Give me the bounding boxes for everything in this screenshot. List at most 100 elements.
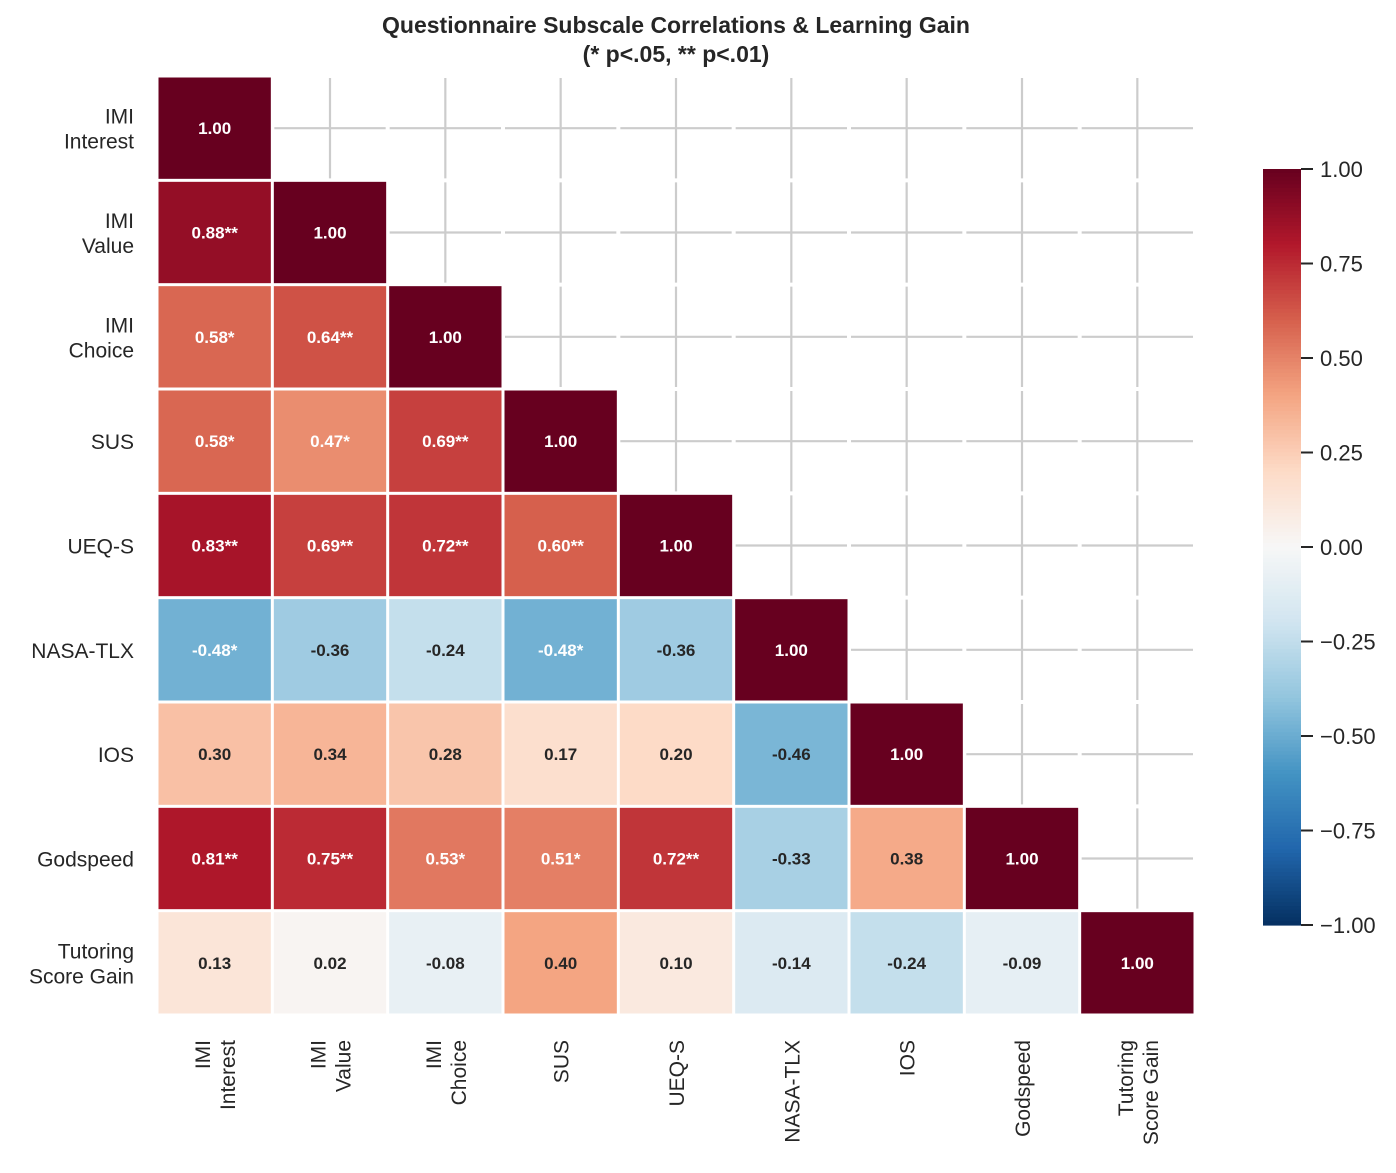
row-label: SUS	[91, 431, 134, 454]
column-label-line: Value	[333, 1040, 356, 1092]
colorbar-segment	[1263, 856, 1301, 862]
cell-annotation: 0.53*	[425, 850, 465, 869]
colorbar-segment	[1263, 543, 1301, 548]
colorbar-segment	[1263, 872, 1301, 877]
colorbar-segment	[1263, 426, 1301, 431]
colorbar-segment	[1263, 429, 1301, 435]
colorbar-segment	[1263, 732, 1301, 737]
colorbar-segment	[1263, 853, 1301, 858]
colorbar-segment	[1263, 660, 1301, 665]
colorbar-segment	[1263, 191, 1301, 197]
cell-annotation: 0.40	[544, 954, 577, 973]
colorbar-tick-label: −0.50	[1320, 724, 1376, 749]
colorbar-segment	[1263, 819, 1301, 824]
colorbar-segment	[1263, 686, 1301, 692]
colorbar-segment	[1263, 358, 1301, 363]
cell-annotation: 0.64**	[307, 328, 354, 347]
row-label: IMI Interest	[64, 106, 134, 154]
heatmap-cell	[273, 286, 387, 388]
heatmap-cell	[273, 599, 387, 701]
colorbar-segment	[1263, 176, 1301, 181]
colorbar-segment	[1263, 361, 1301, 367]
colorbar-segment	[1263, 180, 1301, 185]
colorbar-segment	[1263, 898, 1301, 903]
colorbar-segment	[1263, 342, 1301, 348]
colorbar-segment	[1263, 637, 1301, 643]
column-label: IMI Choice	[423, 1040, 471, 1105]
colorbar-segment	[1263, 649, 1301, 654]
heatmap-cell	[504, 599, 617, 701]
cell-annotation: 0.28	[429, 745, 462, 764]
colorbar-segment	[1263, 535, 1301, 541]
heatmap-cell	[735, 807, 848, 910]
cell-annotation: 0.47*	[310, 432, 350, 451]
heatmap-cell	[965, 912, 1079, 1014]
heatmap-cell	[158, 807, 271, 910]
colorbar-segment	[1263, 422, 1301, 427]
heatmap-cell	[158, 599, 271, 701]
colorbar-segment	[1263, 887, 1301, 892]
colorbar-segment	[1263, 395, 1301, 401]
colorbar-segment	[1263, 879, 1301, 885]
colorbar-segment	[1263, 210, 1301, 215]
heatmap-cell	[389, 286, 502, 388]
cell-annotation: 1.00	[890, 745, 923, 764]
colorbar-segment	[1263, 463, 1301, 469]
row-label: NASA-TLX	[31, 640, 134, 663]
chart-subtitle: (* p<.05, ** p<.01)	[583, 41, 770, 67]
colorbar-segment	[1263, 486, 1301, 491]
colorbar-segment	[1263, 320, 1301, 325]
cell-annotation: 0.02	[313, 954, 346, 973]
colorbar-segment	[1263, 868, 1301, 873]
cell-annotation: 0.81**	[192, 850, 239, 869]
colorbar-segment	[1263, 860, 1301, 866]
column-label-line: Godspeed	[1012, 1040, 1035, 1137]
colorbar-segment	[1263, 781, 1301, 786]
colorbar-segment	[1263, 437, 1301, 442]
heatmap-cell	[273, 807, 387, 910]
colorbar-tick-label: −0.75	[1320, 819, 1376, 844]
colorbar-segment	[1263, 214, 1301, 219]
colorbar-segment	[1263, 615, 1301, 620]
colorbar-segment	[1263, 475, 1301, 480]
column-label: Tutoring Score Gain	[1115, 1040, 1163, 1145]
heatmap-cell	[619, 703, 733, 805]
colorbar-segment	[1263, 849, 1301, 854]
cell-annotation: 0.58*	[195, 328, 235, 347]
colorbar-segment	[1263, 233, 1301, 238]
column-label: Godspeed	[1012, 1040, 1035, 1137]
colorbar-segment	[1263, 547, 1301, 552]
colorbar-segment	[1263, 392, 1301, 397]
column-labels: IMI Interest IMI Value IMI Choice SUS UEQ-S NASA…	[192, 1040, 1163, 1145]
colorbar-segment	[1263, 811, 1301, 816]
colorbar-segment	[1263, 305, 1301, 310]
cell-annotation: -0.46	[772, 745, 811, 764]
colorbar-segment	[1263, 773, 1301, 779]
cell-annotation: 0.83**	[192, 537, 239, 556]
column-label: UEQ-S	[666, 1040, 689, 1107]
colorbar-segment	[1263, 237, 1301, 242]
column-label-line: Choice	[448, 1040, 471, 1105]
colorbar-segment	[1263, 675, 1301, 680]
colorbar-segment	[1263, 554, 1301, 559]
colorbar-tick-label: 0.50	[1320, 346, 1363, 371]
colorbar-segment	[1263, 293, 1301, 299]
colorbar-segment	[1263, 252, 1301, 257]
colorbar-segment	[1263, 622, 1301, 627]
cell-annotation: 0.10	[659, 954, 692, 973]
cell-annotation: 0.58*	[195, 432, 235, 451]
colorbar-segment	[1263, 301, 1301, 306]
colorbar-segment	[1263, 354, 1301, 359]
colorbar-segment	[1263, 736, 1301, 741]
colorbar-segment	[1263, 456, 1301, 461]
colorbar-segment	[1263, 777, 1301, 782]
colorbar-segment	[1263, 516, 1301, 522]
colorbar-segment	[1263, 864, 1301, 869]
colorbar-segment	[1263, 724, 1301, 730]
cell-annotation: -0.09	[1003, 954, 1042, 973]
colorbar-segment	[1263, 403, 1301, 408]
colorbar-segment	[1263, 448, 1301, 454]
colorbar-segment	[1263, 512, 1301, 518]
column-label: SUS	[551, 1040, 574, 1083]
colorbar-segment	[1263, 452, 1301, 457]
